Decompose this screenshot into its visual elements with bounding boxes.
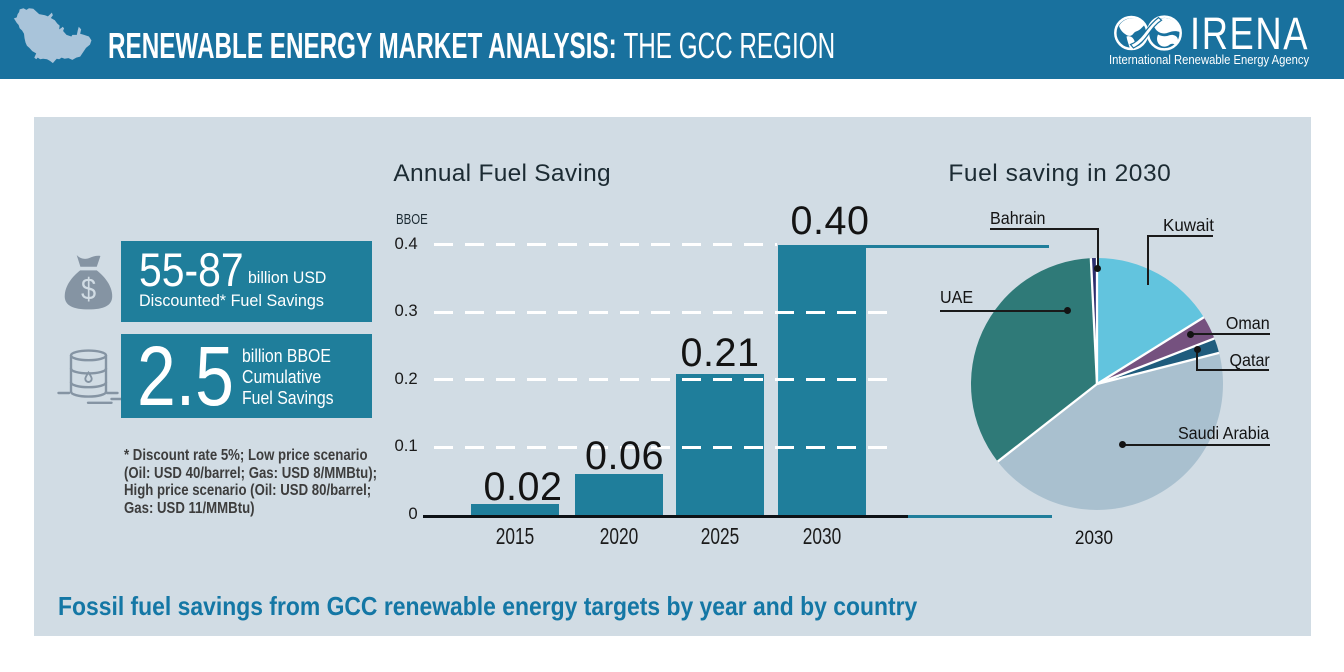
svg-text:$: $	[81, 274, 96, 308]
